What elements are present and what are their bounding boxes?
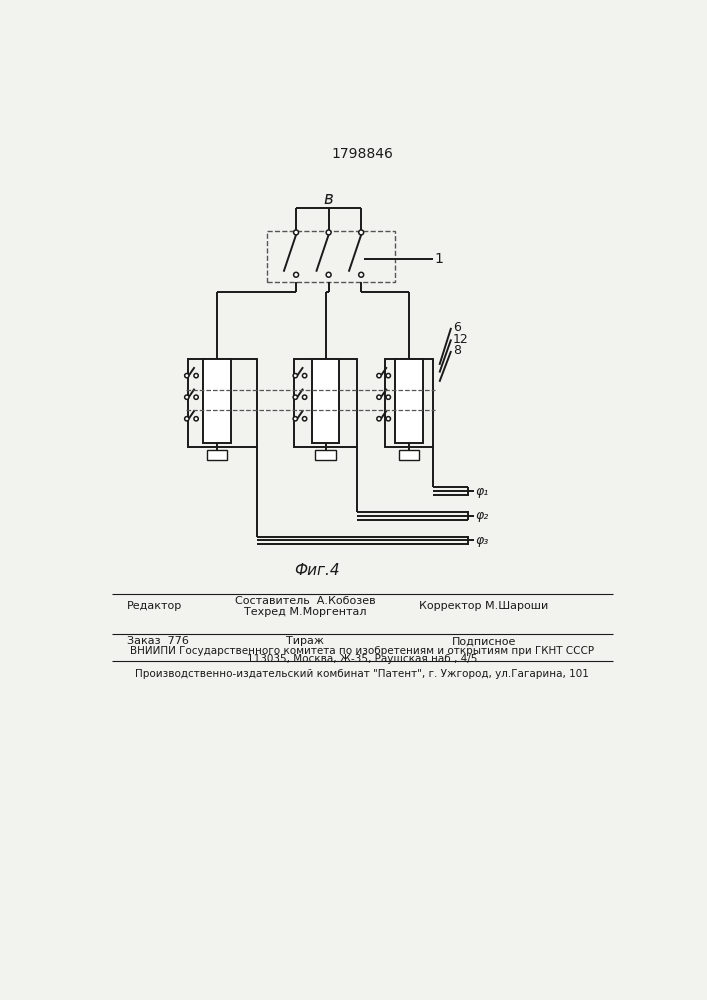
- Bar: [187, 359, 257, 447]
- Text: Заказ  776: Заказ 776: [127, 636, 189, 646]
- Circle shape: [303, 373, 307, 378]
- Circle shape: [386, 373, 390, 378]
- Bar: [312, 359, 339, 443]
- Circle shape: [386, 395, 390, 399]
- Text: Составитель  А.Кобозев: Составитель А.Кобозев: [235, 596, 375, 606]
- Text: 8: 8: [452, 344, 461, 358]
- Text: φ₃: φ₃: [476, 534, 489, 547]
- Circle shape: [377, 417, 381, 421]
- Circle shape: [293, 230, 298, 235]
- Circle shape: [358, 272, 363, 277]
- Bar: [267, 231, 395, 282]
- Bar: [203, 359, 231, 443]
- Circle shape: [293, 395, 298, 399]
- Circle shape: [194, 373, 198, 378]
- Bar: [399, 450, 419, 460]
- Circle shape: [185, 417, 189, 421]
- Text: 6: 6: [452, 321, 460, 334]
- Text: Подписное: Подписное: [452, 636, 516, 646]
- Circle shape: [377, 373, 381, 378]
- Bar: [315, 450, 336, 460]
- Text: φ₁: φ₁: [476, 485, 489, 498]
- Circle shape: [326, 272, 331, 277]
- Text: Фиг.4: Фиг.4: [294, 563, 340, 578]
- Text: ВНИИПИ Государственного комитета по изобретениям и открытиям при ГКНТ СССР: ВНИИПИ Государственного комитета по изоб…: [130, 646, 594, 656]
- Circle shape: [386, 417, 390, 421]
- Circle shape: [293, 373, 298, 378]
- Circle shape: [377, 395, 381, 399]
- Circle shape: [293, 272, 298, 277]
- Circle shape: [194, 395, 198, 399]
- Bar: [293, 359, 357, 447]
- Bar: [207, 450, 227, 460]
- Bar: [395, 359, 423, 443]
- Circle shape: [185, 395, 189, 399]
- Text: φ₂: φ₂: [476, 509, 489, 522]
- Circle shape: [326, 230, 331, 235]
- Circle shape: [185, 373, 189, 378]
- Circle shape: [293, 417, 298, 421]
- Bar: [385, 359, 433, 447]
- Text: 1798846: 1798846: [331, 147, 393, 161]
- Text: 113035, Москва, Ж-35, Раушская наб., 4/5: 113035, Москва, Ж-35, Раушская наб., 4/5: [247, 654, 477, 664]
- Text: Тираж: Тираж: [286, 636, 325, 646]
- Circle shape: [303, 395, 307, 399]
- Circle shape: [303, 417, 307, 421]
- Text: Корректор М.Шароши: Корректор М.Шароши: [419, 601, 548, 611]
- Text: 1: 1: [435, 252, 444, 266]
- Circle shape: [358, 230, 363, 235]
- Text: Редактор: Редактор: [127, 601, 182, 611]
- Text: Производственно-издательский комбинат "Патент", г. Ужгород, ул.Гагарина, 101: Производственно-издательский комбинат "П…: [135, 669, 589, 679]
- Circle shape: [194, 417, 198, 421]
- Text: 12: 12: [452, 333, 468, 346]
- Text: в: в: [324, 190, 334, 208]
- Text: Техред М.Моргентал: Техред М.Моргентал: [244, 607, 367, 617]
